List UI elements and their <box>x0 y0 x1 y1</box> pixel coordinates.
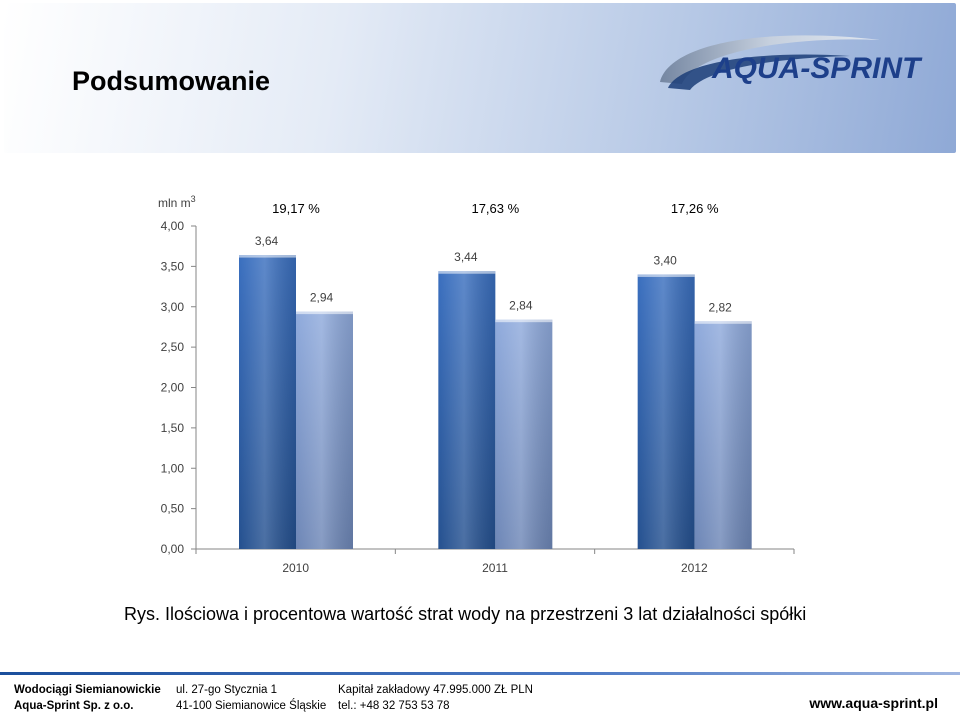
data-label: 3,44 <box>454 250 478 264</box>
bar-highlight <box>495 319 553 549</box>
bar-highlight <box>438 271 496 549</box>
footer-divider <box>0 672 960 675</box>
y-tick-label: 2,50 <box>161 340 185 354</box>
bar-top-edge <box>637 274 695 277</box>
y-tick-label: 3,50 <box>161 259 185 273</box>
bar-top-edge <box>694 321 752 324</box>
bar-top-edge <box>495 319 553 323</box>
bar-top-edge <box>438 271 496 274</box>
header-banner <box>4 3 956 153</box>
y-axis-unit-label: mln m3 <box>158 194 196 210</box>
footer: Wodociągi Siemianowickie Aqua-Sprint Sp.… <box>0 672 960 716</box>
bar-top-edge <box>296 311 353 315</box>
page-title: Podsumowanie <box>72 66 271 96</box>
y-axis: 0,00 0,50 1,00 1,50 2,00 2,50 3,00 3,50 4,00 <box>161 219 197 556</box>
y-tick-label: 0,00 <box>161 542 185 556</box>
bar-highlight <box>637 274 695 549</box>
bar-highlight <box>239 255 296 549</box>
y-tick-label: 3,00 <box>161 300 185 314</box>
data-label: 2,82 <box>708 300 732 314</box>
footer-street: ul. 27-go Stycznia 1 <box>176 684 278 696</box>
bar-chart: 0,00 0,50 1,00 1,50 2,00 2,50 3,00 3,50 4,00 201… <box>158 194 795 575</box>
y-tick-label: 4,00 <box>161 219 185 233</box>
x-tick-label: 2011 <box>482 561 508 575</box>
x-axis: 2010 2011 2012 <box>195 548 795 575</box>
data-label: 2,84 <box>509 299 533 313</box>
percentage-label: 17,26 % <box>671 201 719 216</box>
data-labels: 3,64 3,44 3,40 2,94 2,84 2,82 19,17 % 17,63 % 17… <box>255 201 732 314</box>
bar-highlight <box>296 311 353 549</box>
bar-top-edge <box>239 255 296 258</box>
percentage-label: 19,17 % <box>272 201 320 216</box>
footer-company-legal: Aqua-Sprint Sp. z o.o. <box>14 700 134 712</box>
data-label: 3,40 <box>653 253 677 267</box>
percentage-label: 17,63 % <box>471 201 519 216</box>
y-tick-label: 1,50 <box>161 421 185 435</box>
footer-capital: Kapitał zakładowy 47.995.000 ZŁ PLN <box>338 684 533 696</box>
x-tick-label: 2012 <box>681 561 708 575</box>
footer-phone: tel.: +48 32 753 53 78 <box>338 700 450 712</box>
aqua-sprint-logo: AQUA-SPRINT <box>660 35 923 90</box>
bar-highlight <box>694 321 752 549</box>
footer-company-name: Wodociągi Siemianowickie <box>14 684 161 696</box>
x-tick-label: 2010 <box>282 561 309 575</box>
y-tick-label: 1,00 <box>161 461 185 475</box>
y-axis-unit-superscript: 3 <box>191 194 196 204</box>
footer-website-link[interactable]: www.aqua-sprint.pl <box>809 695 938 711</box>
footer-city: 41-100 Siemianowice Śląskie <box>176 700 327 712</box>
data-label: 3,64 <box>255 234 279 248</box>
data-label: 2,94 <box>310 291 334 305</box>
y-tick-label: 2,00 <box>161 381 185 395</box>
bars <box>239 255 752 549</box>
y-tick-label: 0,50 <box>161 502 185 516</box>
svg-text:AQUA-SPRINT: AQUA-SPRINT <box>711 52 923 85</box>
figure-caption: Rys. Ilościowa i procentowa wartość stra… <box>124 604 807 624</box>
